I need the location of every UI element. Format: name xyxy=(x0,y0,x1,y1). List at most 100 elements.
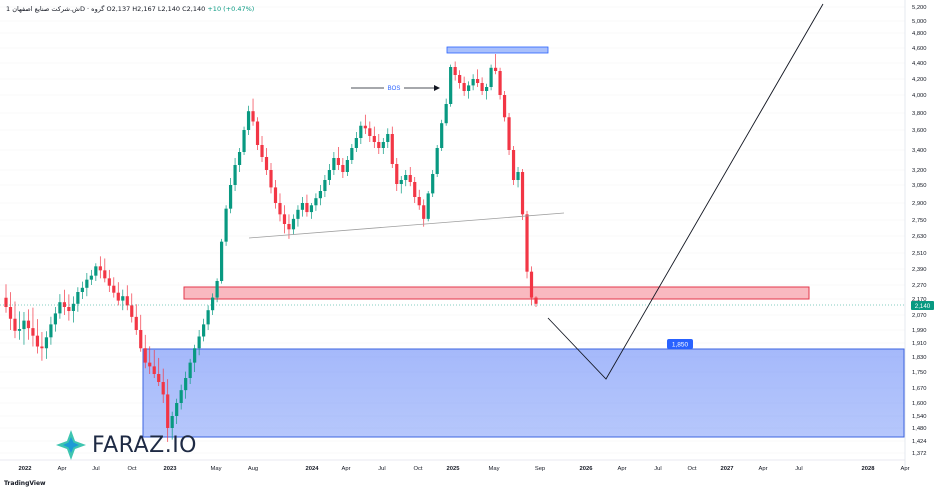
candle-body xyxy=(206,310,210,325)
time-tick-label: Apr xyxy=(57,466,66,472)
candle-body xyxy=(8,307,13,319)
time-tick-label: Oct xyxy=(413,466,422,472)
candle-body xyxy=(62,302,66,307)
candle-body xyxy=(489,67,493,87)
brand-name: FARAZ.IO xyxy=(92,432,197,458)
candle-body xyxy=(193,348,197,363)
price-axis[interactable]: 5,200 5,000 4,800 4,600 4,400 4,200 4,000 3,800… xyxy=(904,0,927,468)
candle-body xyxy=(157,374,161,382)
candle-body xyxy=(435,148,439,174)
tradingview-label: TradingView xyxy=(4,480,46,487)
candle-body xyxy=(408,175,412,182)
candle-body xyxy=(58,302,62,314)
candle-body xyxy=(354,138,358,148)
candle-body xyxy=(202,324,206,337)
candle-body xyxy=(139,330,143,349)
candle-body xyxy=(116,292,120,301)
candle-body xyxy=(161,382,165,395)
price-tick-label: 2,900 xyxy=(912,201,927,207)
candle-body xyxy=(228,185,233,209)
candle-body xyxy=(345,160,349,172)
time-tick-label: 2024 xyxy=(306,466,320,472)
time-tick-label: 2028 xyxy=(862,466,876,472)
time-tick-label: Oct xyxy=(687,466,696,472)
candle-body xyxy=(431,174,435,194)
candle-body xyxy=(413,182,417,197)
candle-body xyxy=(300,203,305,210)
time-tick-label: 2027 xyxy=(721,466,734,472)
price-tick-label: 1,540 xyxy=(912,414,927,420)
candle-body xyxy=(467,85,471,91)
last-price-badge: 2,140 xyxy=(911,301,934,310)
candle-body xyxy=(255,121,260,145)
demand-zone[interactable] xyxy=(142,348,905,438)
price-tick-label: 1,480 xyxy=(912,426,927,432)
target-price-label: 1,850 xyxy=(672,342,689,349)
drawings: BOS xyxy=(0,3,905,380)
candle-body xyxy=(143,348,147,363)
candle-body xyxy=(184,378,188,391)
target-price-box[interactable] xyxy=(667,339,693,349)
candle-body xyxy=(13,318,17,331)
candle-body xyxy=(390,134,394,164)
candle-body xyxy=(246,111,251,130)
candle-body xyxy=(112,285,116,293)
time-tick-label: Oct xyxy=(127,466,136,472)
candle-body xyxy=(314,198,318,206)
candle-body xyxy=(520,172,525,215)
candle-body xyxy=(529,271,534,298)
candle-body xyxy=(327,170,331,180)
time-axis[interactable]: 2022 Apr Jul Oct 2023 May Aug 2024 Apr Jul Oct 2025… xyxy=(0,459,910,472)
price-tick-label: 4,200 xyxy=(912,77,927,83)
price-tick-label: 2,510 xyxy=(912,251,927,257)
candle-body xyxy=(278,203,282,215)
symbol-title: ش.شرکت صنایع اصفهان 1D · گروه xyxy=(6,5,105,13)
price-tick-label: 3,800 xyxy=(912,111,927,117)
candle-body xyxy=(44,337,49,349)
candle-body xyxy=(444,104,448,124)
time-tick-label: Apr xyxy=(900,466,909,472)
candle-body xyxy=(493,67,498,71)
candle-body xyxy=(40,346,44,349)
price-tick-label: 2,630 xyxy=(912,234,927,240)
candle-body xyxy=(458,75,462,83)
time-tick-label: Jul xyxy=(654,466,661,472)
candle-body xyxy=(260,145,264,157)
candle-body xyxy=(318,191,323,199)
price-tick-label: 3,050 xyxy=(912,183,927,189)
candle-body xyxy=(395,164,399,184)
candle-body xyxy=(130,305,134,317)
brand-logo: FARAZ.IO xyxy=(54,428,197,462)
candles xyxy=(4,54,538,442)
time-tick-label: Apr xyxy=(341,466,350,472)
candle-body xyxy=(381,142,385,148)
candle-body xyxy=(251,111,255,122)
candle-body xyxy=(4,297,8,307)
candle-body xyxy=(426,193,430,219)
candle-body xyxy=(197,336,201,349)
candle-body xyxy=(332,158,336,170)
time-tick-label: May xyxy=(489,466,500,472)
price-tick-label: 1,600 xyxy=(912,401,927,407)
candle-body xyxy=(71,303,75,311)
price-tick-label: 3,400 xyxy=(912,148,927,154)
candle-body xyxy=(422,205,426,219)
time-tick-label: 2025 xyxy=(447,466,461,472)
candle-body xyxy=(175,403,179,416)
faraz-logo-icon xyxy=(56,430,86,460)
ohlc-values: O2,137 H2,167 L2,140 C2,140 xyxy=(106,5,206,13)
candle-body xyxy=(525,214,529,272)
candle-body xyxy=(449,67,453,104)
price-tick-label: 2,750 xyxy=(912,218,927,224)
candle-body xyxy=(386,134,390,142)
top-box[interactable] xyxy=(446,46,549,54)
candle-body xyxy=(89,275,93,280)
candle-body xyxy=(372,136,376,142)
candle-body xyxy=(31,328,35,336)
trend-line[interactable] xyxy=(248,212,565,239)
price-tick-label: 3,200 xyxy=(912,168,927,174)
projection-path[interactable] xyxy=(547,3,824,380)
time-tick-label: Jul xyxy=(92,466,99,472)
supply-zone[interactable] xyxy=(183,286,810,300)
